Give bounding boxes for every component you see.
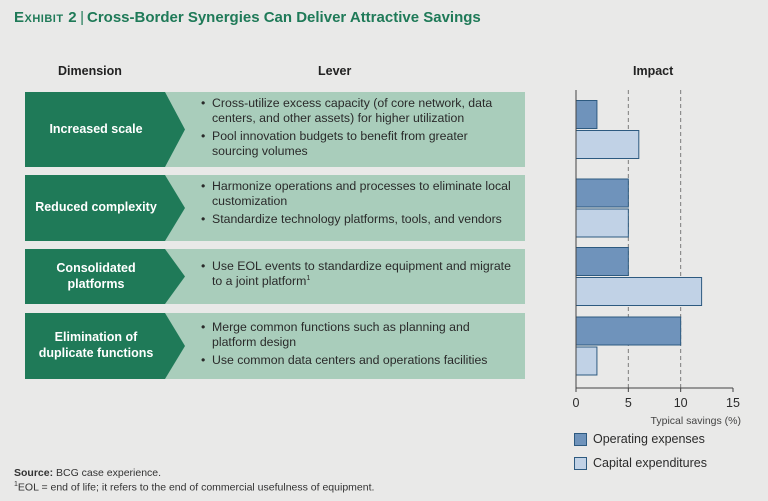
dimension-label: Reduced complexity <box>25 175 185 241</box>
x-tick-label: 0 <box>573 396 580 410</box>
dimension-label: Consolidated platforms <box>25 249 185 304</box>
bar-operating-expenses <box>575 247 629 276</box>
lever-list: Cross-utilize excess capacity (of core n… <box>201 96 517 161</box>
bar-capital-expenditures <box>575 130 640 159</box>
column-header-impact: Impact <box>633 64 674 78</box>
lever-item: Use common data centers and operations f… <box>201 353 517 369</box>
exhibit-title: Exhibit 2 | Cross-Border Synergies Can Del… <box>14 9 481 26</box>
bar-operating-expenses <box>575 316 682 346</box>
legend-item-capital-expenditures: Capital expenditures <box>574 456 707 470</box>
lever-item: Merge common functions such as planning … <box>201 320 517 351</box>
legend-swatch <box>574 432 587 446</box>
lever-item: Use EOL events to standardize equipment … <box>201 259 517 290</box>
bar-operating-expenses <box>575 178 629 208</box>
bar-capital-expenditures <box>575 346 598 376</box>
lever-item: Pool innovation budgets to benefit from … <box>201 129 517 160</box>
footnote-mark: 1 <box>306 275 311 283</box>
lever-list: Harmonize operations and processes to el… <box>201 179 517 229</box>
dimension-row: Consolidated platforms Use EOL events to… <box>25 249 525 304</box>
lever-item: Cross-utilize excess capacity (of core n… <box>201 96 517 127</box>
dimension-row: Elimination of duplicate functions Merge… <box>25 313 525 379</box>
title-separator: | <box>80 9 84 26</box>
bar-operating-expenses <box>575 100 598 129</box>
lever-item: Standardize technology platforms, tools,… <box>201 212 517 228</box>
legend-item-operating-expenses: Operating expenses <box>574 432 705 446</box>
legend-label: Operating expenses <box>593 432 705 446</box>
column-header-lever: Lever <box>318 64 352 78</box>
dimension-row: Increased scale Cross-utilize excess cap… <box>25 92 525 167</box>
column-header-dimension: Dimension <box>58 64 122 78</box>
lever-item: Harmonize operations and processes to el… <box>201 179 517 210</box>
lever-list: Merge common functions such as planning … <box>201 320 517 370</box>
exhibit-label: Exhibit 2 <box>14 9 78 26</box>
x-tick-label: 15 <box>726 396 740 410</box>
bar-capital-expenditures <box>575 277 703 306</box>
bar-capital-expenditures <box>575 208 629 238</box>
x-tick-label: 10 <box>674 396 688 410</box>
dimension-label: Elimination of duplicate functions <box>25 313 185 379</box>
x-axis-label: Typical savings (%) <box>651 415 741 427</box>
dimension-row: Reduced complexity Harmonize operations … <box>25 175 525 241</box>
exhibit-title-text: Cross-Border Synergies Can Deliver Attra… <box>86 9 481 26</box>
x-tick-label: 5 <box>625 396 632 410</box>
dimension-label: Increased scale <box>25 92 185 167</box>
legend-swatch <box>574 456 587 470</box>
legend-label: Capital expenditures <box>593 456 707 470</box>
lever-list: Use EOL events to standardize equipment … <box>201 259 517 292</box>
eol-footnote: 1EOL = end of life; it refers to the end… <box>14 481 375 494</box>
source-note: Source: BCG case experience. <box>14 467 162 479</box>
